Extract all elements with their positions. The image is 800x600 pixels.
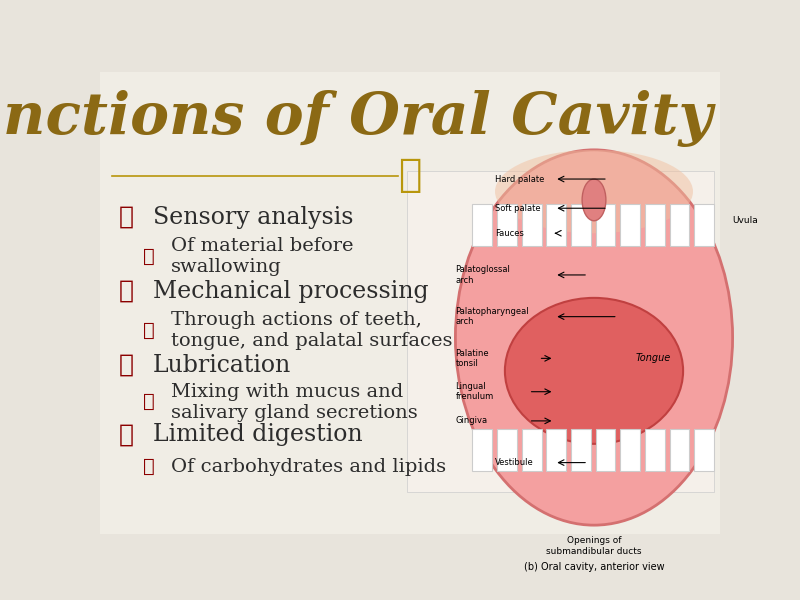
Bar xyxy=(497,204,517,246)
Text: Functions of Oral Cavity: Functions of Oral Cavity xyxy=(0,89,713,146)
Bar xyxy=(571,204,590,246)
Bar xyxy=(670,204,690,246)
Bar xyxy=(522,204,542,246)
Bar xyxy=(546,429,566,471)
Bar xyxy=(473,204,492,246)
Bar xyxy=(407,172,714,493)
Text: ꞔ: ꞔ xyxy=(118,206,134,229)
Text: Gingiva: Gingiva xyxy=(455,416,487,425)
Text: Mechanical processing: Mechanical processing xyxy=(153,280,428,303)
Text: Mixing with mucus and
salivary gland secretions: Mixing with mucus and salivary gland sec… xyxy=(171,383,418,422)
Bar xyxy=(546,204,566,246)
Text: ꞔ: ꞔ xyxy=(143,394,155,412)
Bar xyxy=(473,429,492,471)
Ellipse shape xyxy=(505,298,683,444)
Text: ꞔ: ꞔ xyxy=(118,280,134,303)
Bar xyxy=(522,429,542,471)
Text: ꞔ: ꞔ xyxy=(398,157,421,194)
Text: Tongue: Tongue xyxy=(636,353,671,364)
Text: Lubrication: Lubrication xyxy=(153,354,291,377)
Text: Limited digestion: Limited digestion xyxy=(153,423,362,446)
Bar xyxy=(670,429,690,471)
Bar xyxy=(571,429,590,471)
Text: ꞔ: ꞔ xyxy=(118,423,134,446)
Text: Palatoglossal
arch: Palatoglossal arch xyxy=(455,265,510,284)
Text: Vestibule: Vestibule xyxy=(495,458,534,467)
Ellipse shape xyxy=(582,179,606,221)
Bar xyxy=(645,204,665,246)
Text: Fauces: Fauces xyxy=(495,229,524,238)
Bar xyxy=(694,204,714,246)
Bar xyxy=(620,429,640,471)
Text: ꞔ: ꞔ xyxy=(143,248,155,266)
Bar xyxy=(596,204,615,246)
Bar xyxy=(620,204,640,246)
Text: Uvula: Uvula xyxy=(733,216,758,225)
Bar xyxy=(497,429,517,471)
Text: ꞔ: ꞔ xyxy=(118,354,134,377)
Text: Through actions of teeth,
tongue, and palatal surfaces: Through actions of teeth, tongue, and pa… xyxy=(171,311,453,350)
Text: Of material before
swallowing: Of material before swallowing xyxy=(171,238,354,276)
Bar xyxy=(645,429,665,471)
Text: Palatine
tonsil: Palatine tonsil xyxy=(455,349,489,368)
Bar xyxy=(596,429,615,471)
Text: Of carbohydrates and lipids: Of carbohydrates and lipids xyxy=(171,458,446,476)
Text: Sensory analysis: Sensory analysis xyxy=(153,206,354,229)
Text: [Oral Cavity
Anatomy Image]: [Oral Cavity Anatomy Image] xyxy=(497,319,624,352)
Text: ꞔ: ꞔ xyxy=(143,458,155,476)
Text: Openings of
submandibular ducts: Openings of submandibular ducts xyxy=(546,536,642,556)
Text: Lingual
frenulum: Lingual frenulum xyxy=(455,382,494,401)
Text: (b) Oral cavity, anterior view: (b) Oral cavity, anterior view xyxy=(524,562,664,572)
Bar xyxy=(694,429,714,471)
Text: ꞔ: ꞔ xyxy=(143,322,155,340)
Text: Hard palate: Hard palate xyxy=(495,175,544,184)
Ellipse shape xyxy=(495,150,693,233)
Text: Palatopharyngeal
arch: Palatopharyngeal arch xyxy=(455,307,529,326)
Ellipse shape xyxy=(455,150,733,525)
Text: Soft palate: Soft palate xyxy=(495,204,541,213)
